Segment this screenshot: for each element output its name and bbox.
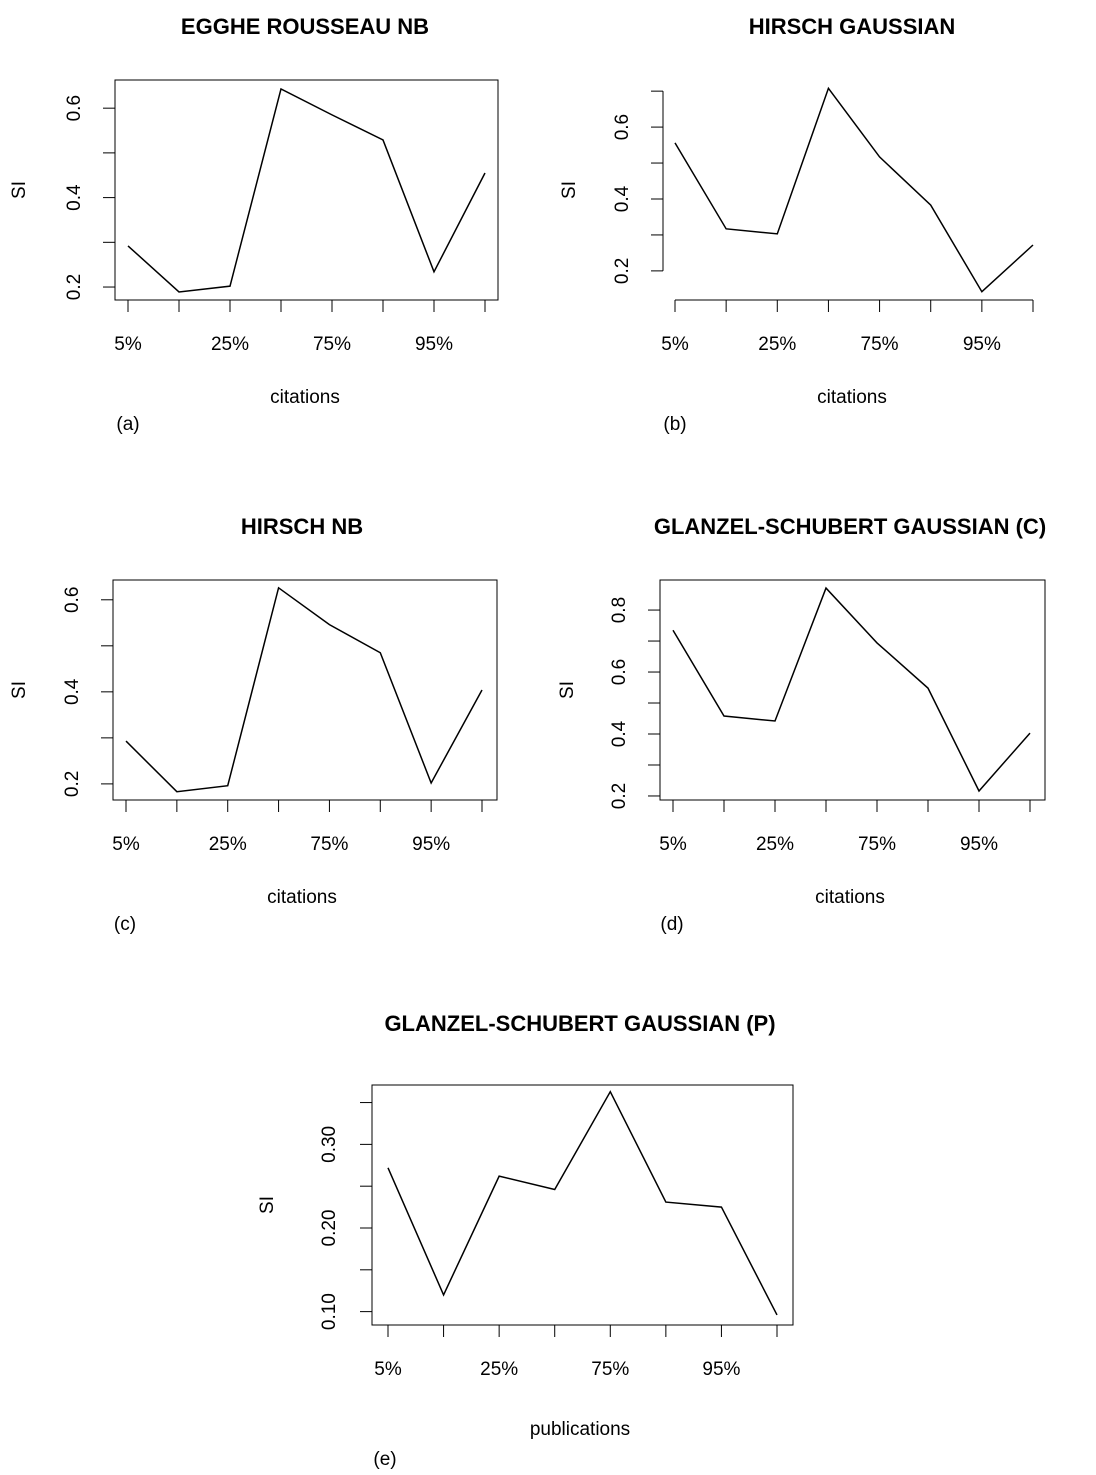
y-axis-label: SI bbox=[559, 181, 580, 199]
y-axis-label: SI bbox=[9, 681, 30, 699]
panel-label: (a) bbox=[116, 414, 139, 435]
x-tick-label: 5% bbox=[661, 334, 689, 355]
y-tick-label: 0.2 bbox=[62, 771, 83, 797]
x-tick-label: 75% bbox=[310, 834, 348, 855]
data-line bbox=[674, 86, 1034, 293]
plot-box bbox=[371, 1084, 794, 1326]
y-tick-label: 0.4 bbox=[62, 678, 83, 705]
x-axis-label: citations bbox=[817, 387, 887, 408]
data-line bbox=[125, 586, 483, 793]
y-tick-label: 0.2 bbox=[609, 783, 630, 809]
x-axis-label: citations bbox=[270, 387, 340, 408]
plot-box bbox=[659, 579, 1046, 801]
x-axis-label: publications bbox=[530, 1419, 630, 1440]
chart-title: HIRSCH NB bbox=[241, 514, 363, 539]
y-tick-label: 0.2 bbox=[612, 258, 633, 284]
chart-title: GLANZEL-SCHUBERT GAUSSIAN (P) bbox=[384, 1011, 775, 1036]
y-tick-label: 0.30 bbox=[319, 1126, 340, 1163]
x-tick-label: 95% bbox=[702, 1359, 740, 1380]
y-axis-label: SI bbox=[557, 681, 578, 699]
chart-title: GLANZEL-SCHUBERT GAUSSIAN (C) bbox=[654, 514, 1046, 539]
x-tick-label: 5% bbox=[374, 1359, 402, 1380]
x-tick-label: 25% bbox=[211, 334, 249, 355]
x-tick-label: 25% bbox=[480, 1359, 518, 1380]
y-tick-label: 0.4 bbox=[612, 185, 633, 212]
x-tick-label: 75% bbox=[591, 1359, 629, 1380]
y-tick-label: 0.4 bbox=[64, 184, 85, 211]
data-line bbox=[127, 87, 486, 293]
y-tick-label: 0.8 bbox=[609, 597, 630, 623]
chart-title: EGGHE ROUSSEAU NB bbox=[181, 14, 429, 39]
panel-label: (b) bbox=[663, 414, 686, 435]
y-tick-label: 0.10 bbox=[319, 1293, 340, 1330]
x-tick-label: 95% bbox=[963, 334, 1001, 355]
x-tick-label: 95% bbox=[412, 834, 450, 855]
x-tick-label: 75% bbox=[858, 834, 896, 855]
y-tick-label: 0.6 bbox=[612, 114, 633, 140]
x-tick-label: 25% bbox=[209, 834, 247, 855]
x-tick-label: 5% bbox=[114, 334, 142, 355]
x-tick-label: 5% bbox=[659, 834, 687, 855]
x-tick-label: 75% bbox=[313, 334, 351, 355]
y-tick-label: 0.6 bbox=[64, 95, 85, 121]
x-tick-label: 5% bbox=[112, 834, 140, 855]
y-axis-label: SI bbox=[257, 1196, 278, 1214]
x-tick-label: 95% bbox=[415, 334, 453, 355]
plot-box bbox=[114, 79, 499, 301]
panel-label: (c) bbox=[114, 914, 136, 935]
x-tick-label: 25% bbox=[756, 834, 794, 855]
x-axis-label: citations bbox=[815, 887, 885, 908]
y-tick-label: 0.4 bbox=[609, 720, 630, 747]
y-tick-label: 0.2 bbox=[64, 274, 85, 300]
y-axis-label: SI bbox=[9, 181, 30, 199]
data-line bbox=[672, 586, 1031, 793]
data-line bbox=[387, 1090, 778, 1316]
x-axis-label: citations bbox=[267, 887, 337, 908]
chart-title: HIRSCH GAUSSIAN bbox=[749, 14, 956, 39]
y-tick-label: 0.6 bbox=[609, 659, 630, 685]
panel-label: (d) bbox=[660, 914, 683, 935]
x-tick-label: 95% bbox=[960, 834, 998, 855]
panel-label: (e) bbox=[373, 1449, 396, 1470]
y-tick-label: 0.6 bbox=[62, 587, 83, 613]
x-tick-label: 75% bbox=[861, 334, 899, 355]
y-tick-label: 0.20 bbox=[319, 1210, 340, 1247]
x-tick-label: 25% bbox=[758, 334, 796, 355]
